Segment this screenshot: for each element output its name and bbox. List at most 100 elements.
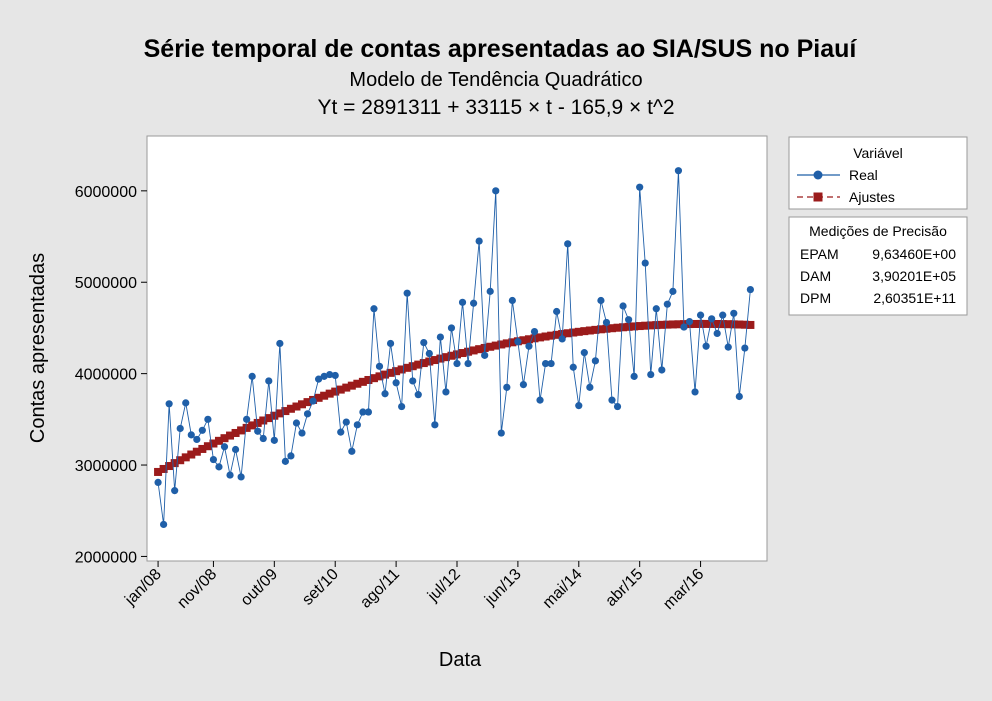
fit-point <box>563 329 572 338</box>
legend-real-label: Real <box>849 167 878 183</box>
fit-point <box>696 319 705 328</box>
real-point <box>558 335 566 343</box>
real-point <box>204 415 212 423</box>
fit-point <box>729 320 738 329</box>
x-tick-label: abr/15 <box>602 566 646 610</box>
real-point <box>663 300 671 308</box>
real-point <box>431 421 439 429</box>
real-point <box>669 287 677 295</box>
legend-fit-label: Ajustes <box>849 189 895 205</box>
fit-point <box>320 391 329 400</box>
real-point <box>315 375 323 383</box>
fit-point <box>264 414 273 423</box>
fit-point <box>176 456 185 465</box>
fit-point <box>574 327 583 336</box>
fit-point <box>630 322 639 331</box>
real-point <box>746 285 754 294</box>
real-point <box>613 402 622 411</box>
real-point <box>636 183 644 191</box>
fit-point <box>386 368 395 377</box>
x-tick-label: nov/08 <box>174 566 220 612</box>
real-point <box>608 396 616 404</box>
fit-point <box>652 321 661 330</box>
fit-point <box>231 428 240 437</box>
fit-point <box>209 439 218 448</box>
accuracy-value-dam: 3,90201E+05 <box>872 268 956 284</box>
real-point <box>215 463 223 471</box>
fit-point <box>591 325 600 334</box>
accuracy-box-frame <box>788 216 968 316</box>
real-point <box>719 311 727 319</box>
plot-area <box>146 135 768 562</box>
y-axis-title: Contas apresentadas <box>27 253 49 443</box>
fit-point <box>491 341 500 350</box>
real-point <box>298 429 306 437</box>
fit-point <box>674 320 683 329</box>
fit-point <box>464 347 473 356</box>
fit-point <box>668 320 677 329</box>
fit-point <box>403 363 412 372</box>
fit-point <box>740 320 749 329</box>
real-point <box>625 316 633 324</box>
real-point <box>575 402 583 410</box>
fit-point <box>375 372 384 381</box>
fit-point <box>286 404 295 413</box>
real-point <box>243 415 251 423</box>
real-point <box>198 426 206 434</box>
fit-point <box>397 365 406 374</box>
real-point <box>586 383 594 391</box>
fit-point <box>724 320 733 329</box>
x-tick-label: set/10 <box>299 566 342 609</box>
accuracy-value-epam: 9,63460E+00 <box>872 246 956 262</box>
fit-point <box>214 436 223 445</box>
fit-point <box>226 431 235 440</box>
fit-point <box>530 334 539 343</box>
fit-point <box>497 340 506 349</box>
fit-point <box>303 398 312 407</box>
x-tick-label: mar/16 <box>660 566 707 613</box>
fit-point <box>524 335 533 344</box>
real-point <box>265 377 273 385</box>
real-point <box>436 333 444 341</box>
fit-point <box>458 349 467 358</box>
real-point <box>708 315 716 323</box>
real-point <box>464 359 472 368</box>
fit-point <box>369 374 378 383</box>
x-tick-label: jan/08 <box>121 566 165 610</box>
fit-point <box>508 338 517 347</box>
fit-point <box>663 320 672 329</box>
y-tick-label: 2000000 <box>75 549 137 566</box>
real-point <box>647 370 655 379</box>
y-tick-label: 6000000 <box>75 184 137 201</box>
real-point <box>525 342 533 350</box>
fit-point <box>325 389 334 398</box>
real-point <box>602 318 611 327</box>
real-point <box>481 351 489 359</box>
x-tick-label: ago/11 <box>357 566 403 612</box>
fit-point <box>486 342 495 351</box>
fit-point <box>298 400 306 409</box>
fit-point <box>154 467 163 476</box>
real-point <box>619 302 627 310</box>
real-point <box>326 370 334 379</box>
accuracy-box: Medições de Precisão EPAM 9,63460E+00 DA… <box>788 216 968 316</box>
fit-point <box>635 322 644 331</box>
fit-point <box>292 402 301 411</box>
fit-point <box>187 450 196 459</box>
fit-point <box>585 326 594 335</box>
x-tick-label: jun/13 <box>481 566 525 610</box>
fit-point <box>392 367 401 376</box>
real-point <box>492 187 500 195</box>
real-point <box>508 296 516 305</box>
fit-point <box>436 354 445 363</box>
real-point <box>276 339 284 348</box>
fit-point <box>381 370 390 379</box>
fit-point <box>248 421 257 430</box>
fit-point <box>220 434 229 443</box>
real-point <box>447 324 456 332</box>
fit-point <box>536 333 545 342</box>
fit-point <box>469 346 478 355</box>
real-point <box>503 383 511 391</box>
